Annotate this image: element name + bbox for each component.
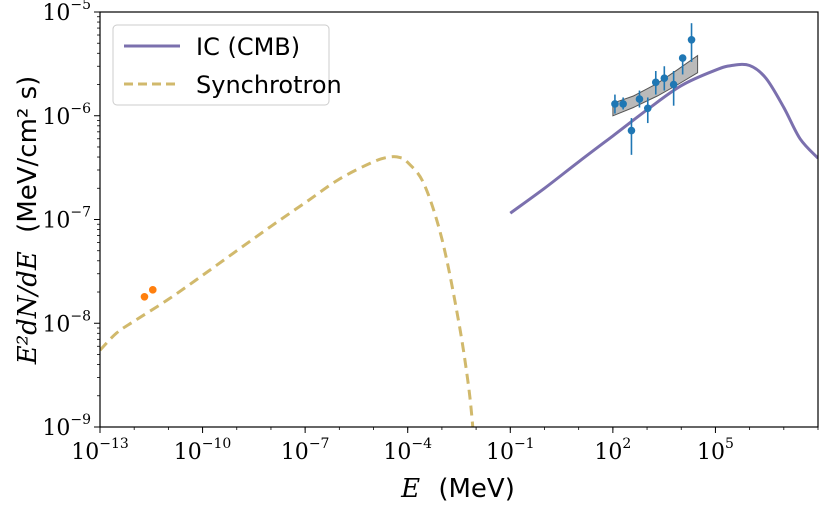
series-line-ic-cmb bbox=[509, 62, 818, 215]
gamma-data-point bbox=[687, 23, 696, 62]
x-tick-label: 10−7 bbox=[281, 436, 330, 465]
x-tick-label: 10−10 bbox=[174, 436, 232, 465]
x-axis-label-var: E bbox=[400, 474, 420, 504]
y-axis-label-expr: E²dN/dE bbox=[13, 251, 43, 365]
x-tick-label: 105 bbox=[697, 436, 734, 465]
gamma-point-marker bbox=[651, 78, 660, 87]
x-tick-label: 10−13 bbox=[71, 436, 129, 465]
x-axis-label: E (MeV) bbox=[400, 474, 515, 504]
x-axis-label-unit: (MeV) bbox=[438, 474, 515, 504]
gamma-point-marker bbox=[619, 100, 627, 108]
gamma-point-marker bbox=[660, 74, 669, 83]
y-axis-label-group: E²dN/dE (MeV/cm² s) bbox=[13, 76, 43, 366]
radio-data-point bbox=[148, 286, 157, 294]
gamma-data-point bbox=[611, 94, 619, 114]
gamma-point-marker bbox=[627, 126, 636, 135]
gamma-point-marker bbox=[643, 104, 652, 113]
gamma-point-marker bbox=[669, 80, 678, 89]
x-tick-label: 10−4 bbox=[383, 436, 432, 465]
plot-content bbox=[100, 23, 818, 427]
gamma-point-marker bbox=[687, 35, 696, 44]
gamma-data-point bbox=[651, 70, 660, 95]
gamma-data-point bbox=[643, 97, 652, 124]
x-tick-label: 102 bbox=[594, 436, 631, 465]
legend-label-synchrotron: Synchrotron bbox=[196, 71, 342, 99]
gamma-data-point bbox=[627, 118, 636, 155]
y-axis-label: E²dN/dE (MeV/cm² s) bbox=[13, 76, 43, 366]
y-tick-label: 10−7 bbox=[42, 205, 91, 234]
gamma-data-point bbox=[678, 54, 687, 75]
gamma-point-marker bbox=[635, 95, 644, 103]
y-tick-label: 10−8 bbox=[42, 308, 91, 337]
series-line-synchrotron bbox=[100, 155, 475, 427]
y-axis-ticks: 10−9 10−8 10−7 10−6 10−5 bbox=[42, 0, 100, 441]
legend: IC (CMB) Synchrotron bbox=[112, 24, 342, 106]
x-tick-label: 10−1 bbox=[486, 436, 535, 465]
gamma-point-marker bbox=[678, 54, 687, 62]
gamma-data-point bbox=[660, 66, 669, 91]
y-tick-label: 10−6 bbox=[42, 101, 91, 130]
y-tick-label: 10−5 bbox=[42, 0, 91, 26]
gamma-data-point bbox=[635, 90, 644, 108]
y-axis-label-unit: (MeV/cm² s) bbox=[13, 76, 43, 233]
gamma-data-point bbox=[619, 97, 627, 110]
radio-data-point bbox=[140, 292, 149, 301]
legend-label-ic-cmb: IC (CMB) bbox=[196, 33, 300, 61]
gamma-point-marker bbox=[611, 100, 619, 108]
gamma-data-point bbox=[669, 70, 678, 106]
y-tick-label: 10−9 bbox=[42, 412, 91, 441]
x-axis-ticks: 10−13 10−10 10−7 10−4 10−1 102 105 bbox=[71, 427, 819, 465]
